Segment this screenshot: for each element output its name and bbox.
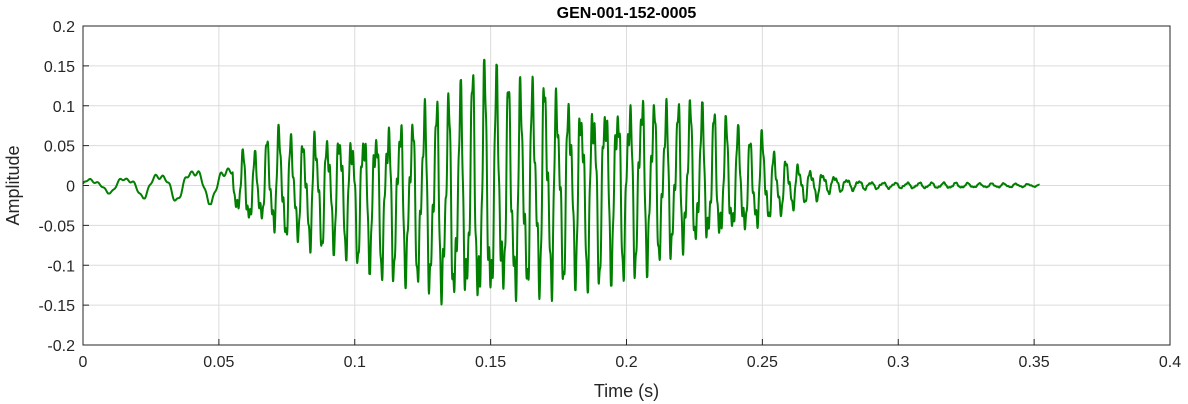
y-tick-label: -0.15 [39, 298, 76, 315]
x-tick-label: 0.2 [615, 354, 637, 371]
x-tick-label: 0 [79, 354, 88, 371]
y-axis-label: Amplitude [3, 145, 23, 225]
x-tick-label: 0.35 [1019, 354, 1050, 371]
y-tick-label: 0.15 [44, 59, 75, 76]
x-axis: 0 0.05 0.1 0.15 0.2 0.25 0.3 0.35 0.4 [79, 339, 1181, 371]
y-tick-label: 0.05 [44, 139, 75, 156]
x-tick-label: 0.05 [203, 354, 234, 371]
x-tick-label: 0.1 [344, 354, 366, 371]
x-tick-label: 0.15 [475, 354, 506, 371]
y-tick-label: 0 [66, 179, 75, 196]
y-tick-label: -0.05 [39, 218, 76, 235]
y-tick-label: 0.1 [53, 99, 75, 116]
chart-title: GEN-001-152-0005 [557, 5, 697, 22]
amplitude-series-line [82, 58, 1041, 306]
x-tick-label: 0.4 [1159, 354, 1181, 371]
y-tick-label: -0.2 [47, 338, 75, 355]
y-tick-label: -0.1 [47, 258, 75, 275]
x-tick-label: 0.25 [747, 354, 778, 371]
x-tick-label: 0.3 [887, 354, 909, 371]
y-tick-label: 0.2 [53, 19, 75, 36]
y-axis: -0.2 -0.15 -0.1 -0.05 0 0.05 0.1 0.15 0.2 [39, 19, 89, 355]
x-axis-label: Time (s) [594, 381, 659, 401]
